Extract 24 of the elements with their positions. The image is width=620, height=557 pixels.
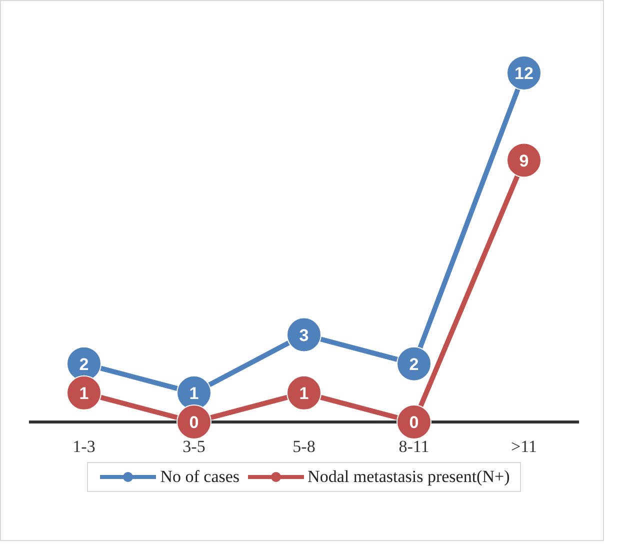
point [66,375,102,410]
data-label: 0 [189,413,199,432]
data-label: 9 [519,151,529,170]
point [286,317,322,352]
x-tick-label: >11 [511,437,537,456]
point [286,375,322,410]
x-tick-label: 3-5 [182,437,206,456]
data-label: 12 [514,64,534,84]
data-label: 2 [79,354,89,374]
legend-label: Nodal metastasis present(N+) [308,467,510,487]
point [176,404,212,440]
data-label: 0 [409,413,419,432]
point [506,142,542,178]
x-tick-label: 8-11 [398,437,430,456]
point [396,346,432,382]
data-label: 1 [79,384,89,403]
x-tick-label: 5-8 [292,437,316,456]
x-tick-label: 1-3 [72,437,96,456]
legend-label: No of cases [160,467,240,487]
data-label: 1 [299,384,309,403]
point [396,404,432,440]
data-label: 3 [299,326,309,345]
data-label: 1 [189,384,199,403]
data-label: 2 [409,354,419,374]
